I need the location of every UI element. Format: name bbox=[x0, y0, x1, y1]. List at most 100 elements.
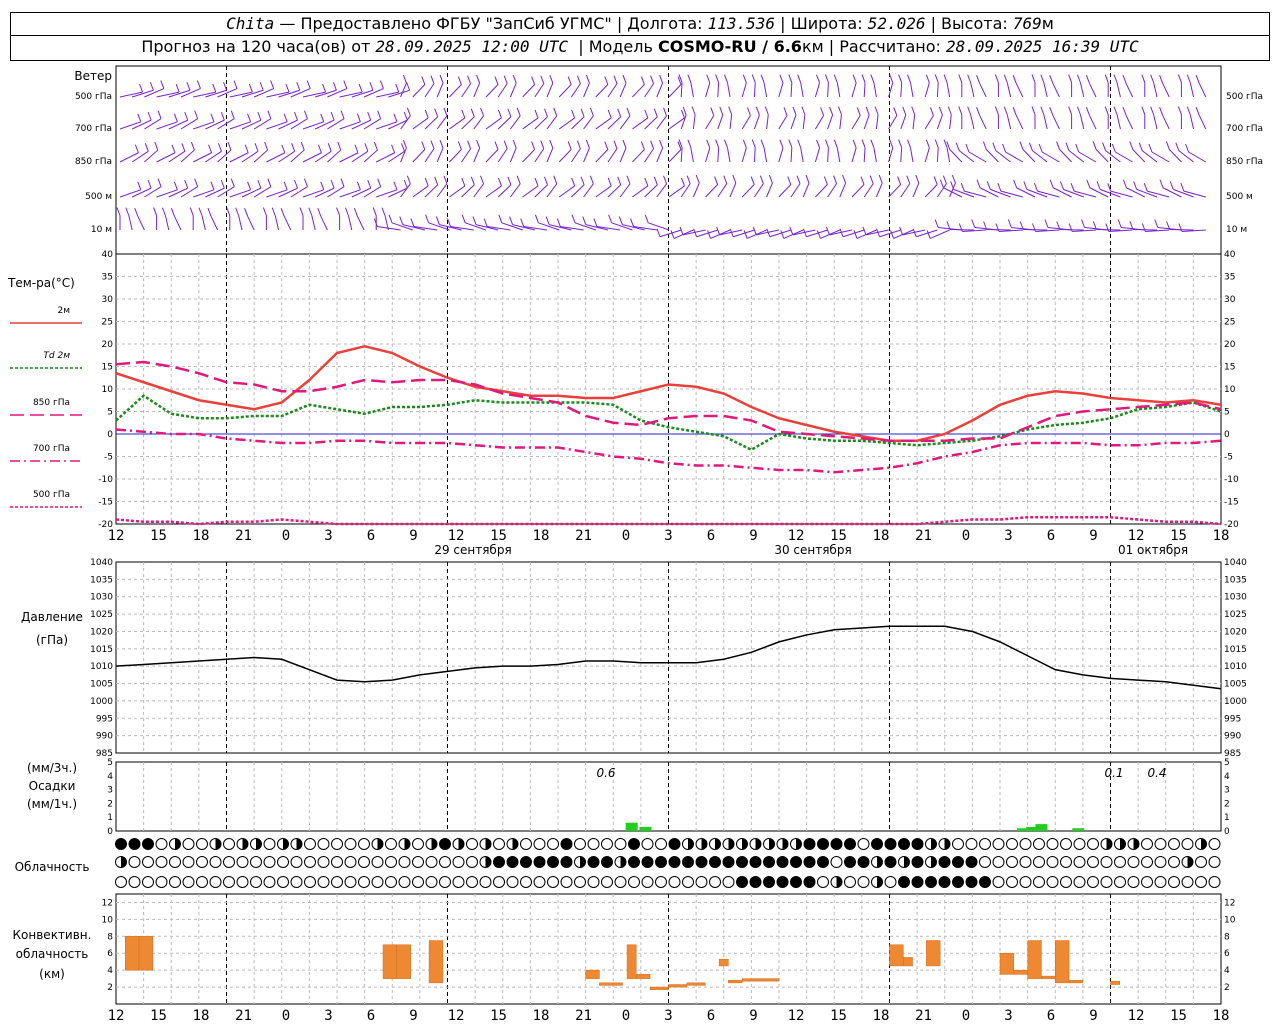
wind-barb-feather bbox=[373, 141, 378, 151]
wind-barb-feather bbox=[299, 207, 304, 216]
cloud-symbol bbox=[169, 876, 181, 888]
cloud-symbol bbox=[830, 856, 843, 868]
cloud-symbol-half bbox=[701, 838, 707, 850]
wind-barb-feather bbox=[823, 176, 828, 185]
precip-tick-right: 4 bbox=[1224, 772, 1230, 782]
cloud-symbol bbox=[952, 856, 964, 868]
wind-barb-feather bbox=[267, 178, 272, 187]
wind-barb-feather bbox=[175, 83, 180, 93]
wind-barb-feather bbox=[751, 74, 756, 83]
cloud-symbol bbox=[155, 856, 168, 868]
wind-barb bbox=[790, 114, 797, 130]
hour-label-bottom-22: 6 bbox=[1047, 1008, 1055, 1024]
temp-tick-left: 30 bbox=[102, 295, 114, 305]
wind-barb bbox=[778, 184, 792, 198]
wind-barb bbox=[290, 149, 305, 163]
cloud-symbol bbox=[844, 856, 856, 868]
wind-barb-feather bbox=[425, 214, 430, 223]
wind-level-700hpa-right: 700 гПа bbox=[1226, 124, 1263, 134]
wind-barb bbox=[217, 118, 235, 130]
wind-barb-feather bbox=[494, 141, 499, 150]
wind-barb-feather bbox=[1105, 223, 1110, 232]
cloud-symbol-half bbox=[404, 838, 410, 850]
wind-barb-feather bbox=[134, 207, 139, 217]
conv-bars bbox=[124, 936, 1120, 990]
wind-barb bbox=[729, 182, 737, 198]
wind-barb bbox=[266, 121, 288, 130]
wind-barb bbox=[1116, 82, 1121, 98]
wind-barb bbox=[1126, 187, 1146, 198]
wind-barb-feather bbox=[1031, 106, 1036, 115]
cloud-symbol bbox=[520, 876, 532, 888]
conv-bar-2 bbox=[382, 944, 398, 979]
wind-barb bbox=[327, 88, 348, 98]
wind-barb-feather bbox=[343, 80, 348, 89]
wind-barb-feather bbox=[714, 176, 719, 185]
cloud-symbol bbox=[898, 838, 910, 850]
hour-label-11: 21 bbox=[575, 528, 592, 544]
wind-barb-feather bbox=[626, 175, 631, 185]
wind-barb-feather bbox=[531, 76, 536, 85]
wind-barb-feather bbox=[755, 106, 760, 116]
wind-barb bbox=[783, 229, 804, 239]
cloud-symbol bbox=[1006, 876, 1018, 888]
wind-barb bbox=[473, 82, 481, 98]
cloud-symbol bbox=[965, 856, 978, 868]
wind-barb bbox=[741, 115, 751, 130]
wind-barb bbox=[450, 226, 474, 231]
wind-barb-feather bbox=[1195, 74, 1200, 84]
wind-barb bbox=[802, 114, 806, 130]
wind-barb-feather bbox=[719, 106, 724, 116]
wind-barb bbox=[217, 88, 238, 98]
wind-barb-feather bbox=[779, 74, 784, 83]
cloud-symbol bbox=[533, 838, 546, 850]
wind-barb-feather bbox=[400, 143, 405, 152]
temp-tick-right: 15 bbox=[1224, 363, 1235, 373]
wind-barb-feather bbox=[544, 108, 548, 117]
hour-label-26: 18 bbox=[1213, 528, 1230, 544]
wind-barb bbox=[741, 82, 747, 98]
wind-barb bbox=[839, 114, 842, 130]
wind-barb bbox=[254, 88, 274, 98]
wind-barb-feather bbox=[247, 181, 252, 190]
cloud-symbol bbox=[992, 838, 1005, 850]
wind-barb bbox=[376, 121, 398, 130]
cloud-symbol bbox=[668, 856, 681, 868]
wind-barb bbox=[266, 189, 288, 198]
wind-barb-feather bbox=[369, 82, 374, 91]
wind-barb-feather bbox=[751, 139, 756, 148]
wind-barb bbox=[428, 222, 450, 231]
cloud-symbol bbox=[736, 876, 748, 888]
precip-tick-right: 5 bbox=[1224, 758, 1230, 768]
wind-barb bbox=[705, 184, 718, 198]
wind-barb-feather bbox=[137, 181, 142, 190]
wind-barb bbox=[879, 229, 901, 238]
wind-barb bbox=[778, 82, 784, 98]
precip-tick-right: 3 bbox=[1224, 786, 1230, 796]
wind-barb bbox=[314, 119, 335, 130]
cloud-symbol-half bbox=[931, 838, 937, 850]
wind-barb bbox=[690, 82, 694, 98]
wind-barb-feather bbox=[764, 106, 769, 115]
altitude-value: 769 bbox=[1012, 14, 1042, 33]
wind-barb-feather bbox=[607, 177, 612, 187]
wind-barb bbox=[253, 186, 272, 198]
wind-barb bbox=[391, 222, 413, 231]
wind-barb bbox=[402, 224, 426, 231]
wind-barb bbox=[413, 226, 438, 231]
cloud-symbol bbox=[425, 856, 438, 868]
wind-barb bbox=[827, 114, 834, 130]
wind-barb bbox=[156, 152, 176, 163]
wind-barb-feather bbox=[604, 76, 609, 85]
wind-barb-feather bbox=[220, 179, 225, 189]
wind-barb-feather bbox=[955, 142, 960, 151]
wind-barb-feather bbox=[640, 141, 645, 150]
wind-barb-feather bbox=[997, 182, 1002, 192]
wind-barb bbox=[814, 115, 825, 130]
wind-barb-feather bbox=[677, 76, 682, 85]
cloud-symbol bbox=[830, 838, 843, 850]
wind-barb bbox=[585, 224, 609, 231]
wind-barb bbox=[1089, 187, 1109, 198]
hour-label-bottom-11: 21 bbox=[575, 1008, 592, 1024]
wind-barb bbox=[449, 185, 466, 198]
